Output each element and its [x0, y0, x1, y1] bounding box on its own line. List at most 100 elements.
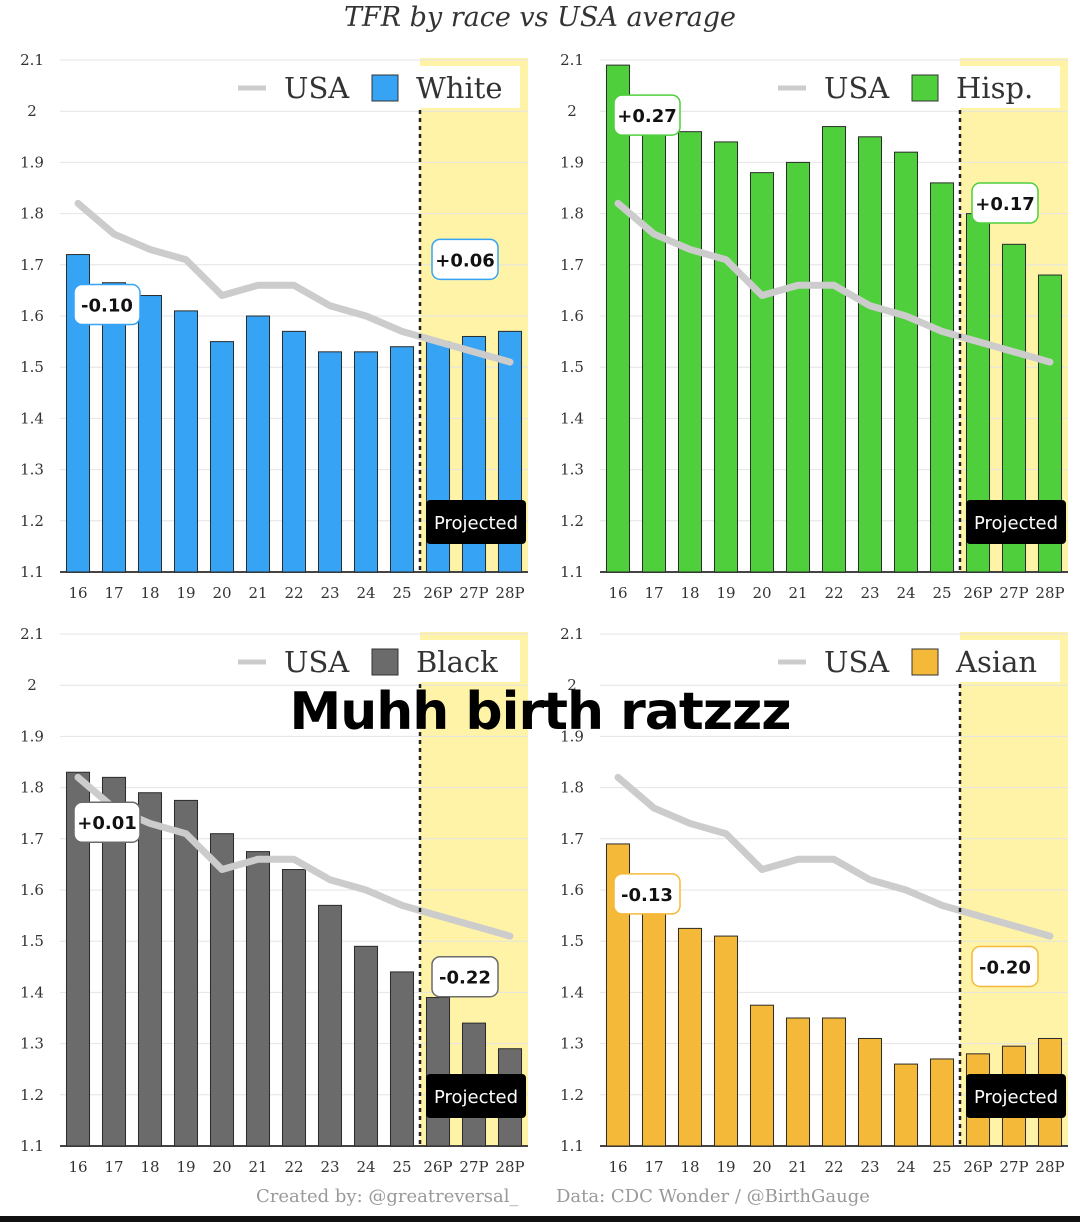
x-tick-label: 23 [860, 1158, 879, 1176]
annotation-box [73, 283, 141, 326]
projected-badge [426, 500, 526, 544]
x-tick-label: 18 [680, 1158, 699, 1176]
annotation-label: -0.20 [979, 957, 1031, 978]
usa-line [74, 199, 514, 366]
chart-panel-top-right: 1.1 1.2 1.3 1.4 1.5 1.6 1.7 1.8 1.9 2 2.1 16 17 18 19 2… [560, 51, 1068, 602]
bar [101, 282, 127, 573]
x-tick-label: 22 [284, 1158, 303, 1176]
x-tick-label: 27P [459, 584, 488, 602]
y-tick-label: 2.1 [20, 625, 44, 643]
bar [713, 935, 739, 1147]
y-tick-label: 2.1 [560, 625, 584, 643]
y-tick-label: 1.4 [560, 409, 584, 427]
x-tick-label: 25 [392, 584, 411, 602]
annotation-label: +0.17 [975, 194, 1035, 215]
x-tick-label: 27P [459, 1158, 488, 1176]
x-tick-label: 24 [896, 1158, 915, 1176]
legend-series-swatch [371, 74, 399, 102]
chart-panel-bottom-left: 1.1 1.2 1.3 1.4 1.5 1.6 1.7 1.8 1.9 2 2.1 16 17 18 19 2… [20, 625, 528, 1176]
bar [605, 64, 631, 573]
y-tick-label: 1.1 [560, 1137, 584, 1155]
x-tick-label: 16 [608, 584, 627, 602]
bar [857, 136, 883, 573]
chart-title: TFR by race vs USA average [343, 2, 737, 33]
x-tick-label: 25 [932, 1158, 951, 1176]
x-tick-label: 28P [1035, 584, 1064, 602]
y-tick-label: 2.1 [20, 51, 44, 69]
bar [713, 141, 739, 573]
y-tick-label: 1.8 [560, 205, 584, 223]
projected-badge [966, 500, 1066, 544]
y-tick-label: 1.8 [560, 779, 584, 797]
x-tick-label: 20 [752, 584, 771, 602]
y-tick-label: 1.4 [560, 983, 584, 1001]
x-tick-label: 25 [392, 1158, 411, 1176]
x-tick-label: 17 [644, 584, 663, 602]
bar [317, 904, 343, 1147]
y-tick-label: 2 [567, 676, 577, 694]
y-tick-label: 1.3 [20, 461, 44, 479]
legend-series-label: Asian [955, 645, 1037, 679]
x-tick-label: 19 [716, 584, 735, 602]
annotation-label: -0.22 [439, 968, 491, 989]
chart-panel-bottom-right: 1.1 1.2 1.3 1.4 1.5 1.6 1.7 1.8 1.9 2 2.1 16 17 18 19 2… [560, 625, 1068, 1176]
bar [137, 792, 163, 1147]
bar [893, 1063, 919, 1147]
bar [785, 161, 811, 573]
bar [281, 330, 307, 573]
x-tick-label: 28P [495, 1158, 524, 1176]
y-tick-label: 1.8 [20, 205, 44, 223]
bar [785, 1017, 811, 1147]
legend: USA Black [230, 640, 520, 682]
y-tick-label: 2.1 [560, 51, 584, 69]
y-tick-label: 1.1 [20, 1137, 44, 1155]
bar [677, 927, 703, 1147]
annotation: -0.10 [73, 283, 141, 326]
y-tick-label: 1.5 [560, 358, 584, 376]
y-tick-label: 1.2 [20, 512, 44, 530]
bar [425, 997, 451, 1147]
bar [173, 310, 199, 573]
y-tick-label: 1.6 [20, 881, 44, 899]
usa-line [614, 199, 1054, 366]
annotation-box [431, 238, 499, 281]
projected-label: Projected [434, 513, 518, 534]
legend: USA Hisp. [770, 66, 1060, 108]
y-tick-label: 2 [27, 676, 37, 694]
bar [101, 776, 127, 1147]
bar [641, 110, 667, 573]
bar [209, 833, 235, 1147]
annotation: +0.01 [73, 801, 141, 843]
annotation: +0.06 [431, 238, 499, 281]
x-tick-label: 20 [212, 584, 231, 602]
annotation: -0.13 [613, 873, 681, 915]
legend: USA White [230, 66, 520, 108]
legend-series-swatch [371, 648, 399, 676]
legend-series-label: Black [416, 645, 498, 679]
y-tick-label: 1.2 [560, 1086, 584, 1104]
annotation: -0.22 [431, 955, 499, 998]
y-tick-label: 1.3 [560, 461, 584, 479]
x-tick-label: 26P [423, 584, 452, 602]
y-tick-label: 1.8 [20, 779, 44, 797]
x-tick-label: 21 [248, 1158, 267, 1176]
y-tick-label: 1.5 [20, 358, 44, 376]
x-tick-label: 28P [1035, 1158, 1064, 1176]
overlay-caption: Muhh birth ratzzz [289, 682, 792, 742]
usa-line [74, 773, 514, 940]
x-tick-label: 21 [788, 584, 807, 602]
bar [65, 771, 91, 1147]
legend-series-swatch [911, 648, 939, 676]
bar [317, 351, 343, 573]
y-tick-label: 2 [567, 102, 577, 120]
x-tick-label: 19 [176, 1158, 195, 1176]
y-tick-label: 1.1 [560, 563, 584, 581]
bar [389, 971, 415, 1147]
annotation-label: +0.27 [617, 106, 677, 127]
annotation-box [613, 873, 681, 915]
y-tick-label: 1.1 [20, 563, 44, 581]
x-tick-label: 18 [680, 584, 699, 602]
bar [893, 151, 919, 573]
x-tick-label: 24 [896, 584, 915, 602]
annotation-box [613, 94, 681, 136]
